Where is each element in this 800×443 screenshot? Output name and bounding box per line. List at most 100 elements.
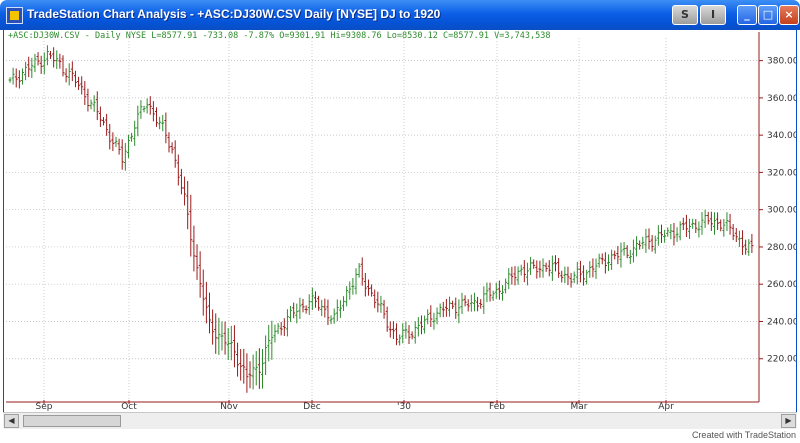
title-bar[interactable]: TradeStation Chart Analysis - +ASC:DJ30W… (0, 0, 800, 30)
ohlc-bar (750, 233, 754, 253)
ohlc-bar (588, 261, 592, 278)
ohlc-bar (317, 295, 321, 311)
ohlc-bar (734, 228, 738, 243)
ohlc-bar (747, 239, 751, 256)
ohlc-bar (117, 138, 121, 155)
ohlc-bar (510, 266, 514, 285)
ohlc-bar (482, 286, 486, 314)
ohlc-bar (709, 211, 713, 231)
close-button[interactable]: × (779, 5, 799, 25)
ohlc-bar (126, 134, 130, 159)
info-button[interactable]: I (700, 5, 726, 25)
ohlc-bar (179, 168, 183, 195)
ohlc-bar (435, 307, 439, 325)
price-chart[interactable]: 220.00 240.00 260.00 280.00 300.00 320.00 340.… (4, 30, 796, 412)
ohlc-bar (591, 258, 595, 278)
y-tick-label: 300.00 (767, 206, 796, 216)
ohlc-bar (582, 265, 586, 286)
ohlc-bar (407, 325, 411, 345)
y-tick-label: 260.00 (767, 280, 796, 290)
scroll-right-arrow-icon[interactable]: ▶ (781, 414, 796, 428)
ohlc-bar (719, 219, 723, 232)
ohlc-bar (148, 96, 152, 115)
ohlc-bar (519, 264, 523, 276)
ohlc-bar (603, 252, 607, 274)
ohlc-bar (114, 136, 118, 148)
maximize-button[interactable]: □ (758, 5, 778, 25)
ohlc-bar (105, 113, 109, 136)
ohlc-bar (236, 342, 240, 377)
ohlc-bar (725, 212, 729, 232)
ohlc-bar (572, 271, 576, 284)
ohlc-bar (95, 91, 99, 121)
ohlc-bar (712, 212, 716, 235)
ohlc-bar (229, 325, 233, 361)
ohlc-bar (706, 211, 710, 225)
ohlc-bar (77, 76, 81, 90)
y-tick-label: 320.00 (767, 168, 796, 178)
ohlc-bar (285, 309, 289, 337)
ohlc-bar (432, 312, 436, 330)
ohlc-bar (42, 52, 46, 75)
ohlc-bars (8, 45, 754, 393)
x-tick-label: Oct (121, 402, 137, 412)
ohlc-bar (220, 321, 224, 351)
ohlc-bar (192, 225, 196, 272)
ohlc-bar (320, 299, 324, 317)
ohlc-bar (513, 266, 517, 286)
ohlc-bar (276, 323, 280, 335)
ohlc-bar (14, 68, 18, 88)
ohlc-bar (183, 176, 187, 206)
ohlc-bar (27, 56, 31, 78)
ohlc-bar (722, 218, 726, 237)
ohlc-bar (488, 282, 492, 302)
ohlc-bar (108, 123, 112, 150)
ohlc-bar (207, 292, 211, 334)
ohlc-bar (98, 106, 102, 127)
ohlc-bar (438, 303, 442, 318)
ohlc-bar (370, 284, 374, 297)
y-tick-label: 220.00 (767, 355, 796, 365)
horizontal-scrollbar[interactable]: ◀ ▶ (3, 412, 797, 429)
ohlc-bar (376, 291, 380, 313)
ohlc-bar (120, 139, 124, 170)
ohlc-bar (613, 250, 617, 260)
ohlc-bar (641, 236, 645, 249)
ohlc-bar (659, 224, 663, 243)
ohlc-bar (49, 50, 53, 60)
ohlc-bar (242, 348, 246, 384)
ohlc-bar (30, 57, 34, 79)
ohlc-bar (338, 300, 342, 318)
ohlc-bar (501, 285, 505, 301)
ohlc-bar (20, 68, 24, 85)
ohlc-bar (282, 318, 286, 336)
ohlc-bar (716, 212, 720, 230)
ohlc-bar (52, 47, 56, 68)
tradestation-app-icon[interactable] (6, 7, 23, 24)
ohlc-bar (476, 296, 480, 312)
ohlc-bar (55, 50, 59, 69)
ohlc-bar (267, 324, 271, 362)
ohlc-bar (357, 263, 361, 278)
ohlc-bar (366, 279, 370, 296)
s-button[interactable]: S (672, 5, 698, 25)
ohlc-bar (139, 100, 143, 119)
minimize-button[interactable]: _ (737, 5, 757, 25)
ohlc-bar (161, 114, 165, 132)
ohlc-bar (741, 230, 745, 255)
chart-area[interactable]: 220.00 240.00 260.00 280.00 300.00 320.00 340.… (3, 30, 797, 429)
ohlc-bar (625, 245, 629, 259)
ohlc-bar (728, 213, 732, 235)
ohlc-bar (507, 268, 511, 290)
ohlc-bar (535, 260, 539, 279)
scroll-left-arrow-icon[interactable]: ◀ (4, 414, 19, 428)
ohlc-bar (554, 255, 558, 272)
ohlc-bar (404, 321, 408, 339)
ohlc-bar (731, 223, 735, 241)
ohlc-bar (382, 299, 386, 319)
ohlc-bar (61, 55, 65, 77)
scroll-thumb[interactable] (23, 415, 121, 427)
ohlc-bar (638, 240, 642, 250)
ohlc-bar (454, 297, 458, 319)
ohlc-bar (485, 282, 489, 303)
